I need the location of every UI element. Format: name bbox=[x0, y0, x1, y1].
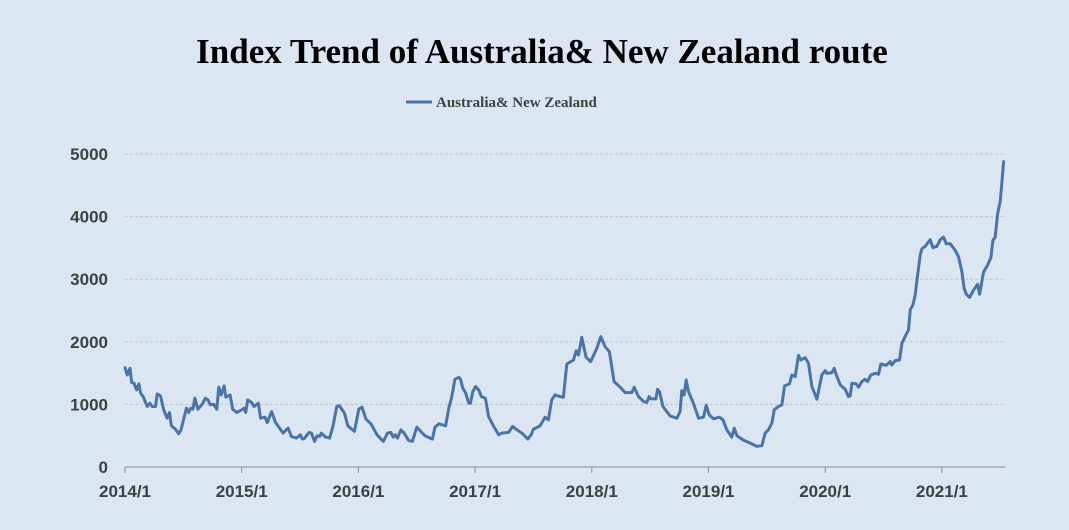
x-tick-label: 2014/1 bbox=[99, 482, 151, 501]
x-axis: 2014/1 2015/1 2016/1 2017/1 2018/1 2019/1 2020… bbox=[99, 466, 1006, 501]
legend-label: Australia& New Zealand bbox=[436, 95, 597, 111]
chart-title: Index Trend of Australia& New Zealand ro… bbox=[196, 32, 888, 71]
x-tick-label: 2016/1 bbox=[332, 482, 384, 501]
gridlines bbox=[125, 153, 1006, 405]
series-layer bbox=[123, 160, 1006, 448]
x-tick-label: 2017/1 bbox=[449, 482, 501, 501]
x-tick-label: 2018/1 bbox=[566, 482, 618, 501]
legend: Australia& New Zealand bbox=[406, 95, 597, 111]
x-tick-label: 2019/1 bbox=[683, 482, 735, 501]
series-line-australia-new-zealand bbox=[123, 160, 1006, 448]
y-tick-label: 5000 bbox=[70, 145, 108, 164]
y-tick-label: 3000 bbox=[70, 270, 108, 289]
y-axis: 0 1000 2000 3000 4000 5000 bbox=[70, 145, 108, 477]
x-tick-label: 2021/1 bbox=[916, 482, 968, 501]
x-tick-label: 2020/1 bbox=[799, 482, 851, 501]
y-tick-label: 2000 bbox=[70, 333, 108, 352]
y-tick-label: 0 bbox=[99, 458, 108, 477]
x-tick-label: 2015/1 bbox=[216, 482, 268, 501]
y-tick-label: 4000 bbox=[70, 208, 108, 227]
y-tick-label: 1000 bbox=[70, 395, 108, 414]
